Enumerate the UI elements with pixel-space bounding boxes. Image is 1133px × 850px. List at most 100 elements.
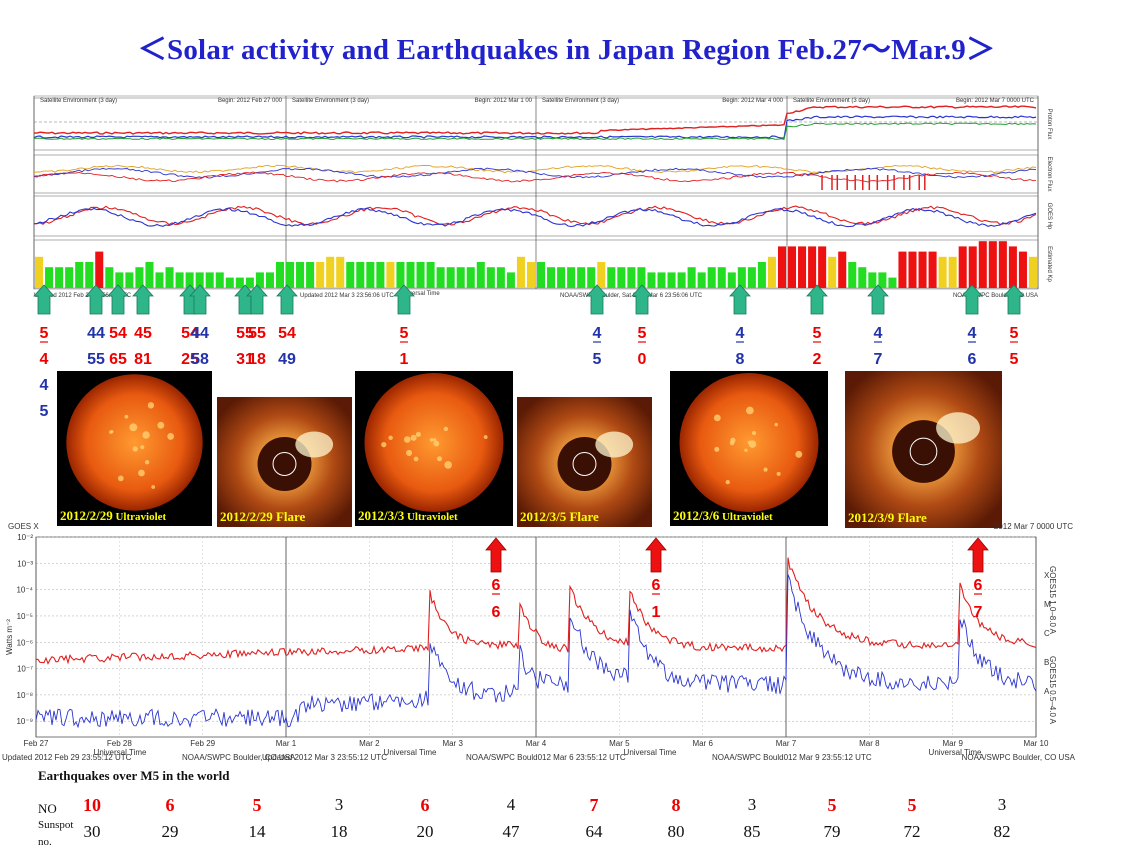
- active-region: [144, 460, 150, 465]
- magnitude-label: 5: [1010, 351, 1019, 368]
- green-up-arrow: [132, 284, 154, 315]
- sunspot-number: 72: [903, 822, 921, 841]
- active-region: [714, 446, 720, 452]
- row-label-no: NO: [38, 801, 57, 816]
- kp-bar: [1018, 251, 1027, 288]
- sun-outline: [272, 452, 297, 476]
- kp-bar: [928, 251, 937, 288]
- satellite-header-left: Satellite Environment (3 day): [40, 98, 117, 104]
- active-region: [433, 440, 440, 447]
- active-region: [713, 414, 721, 422]
- kp-bar: [336, 256, 345, 288]
- solar-image: 2012/3/5 Flare: [517, 397, 652, 527]
- active-region: [774, 422, 778, 427]
- xray-x-tick: Mar 2: [359, 739, 380, 748]
- cme-bright: [295, 431, 334, 458]
- active-region: [429, 438, 434, 442]
- earthquake-count: 3: [997, 795, 1007, 814]
- satellite-footer-left: Updated 2012 Feb 27 23:56:06 UTC: [34, 293, 132, 299]
- magnitude-label: 58: [191, 351, 209, 368]
- sunspot-number: 64: [585, 822, 603, 841]
- magnitude-label: 5: [638, 325, 647, 342]
- sunspot-number: 14: [248, 822, 266, 841]
- sunspot-label-line1: Sunspot: [38, 819, 74, 831]
- sunspot-number: 29: [161, 822, 179, 841]
- active-region: [142, 431, 150, 439]
- earthquake-marker: 44 58: [189, 284, 211, 368]
- xray-x-tick: Mar 9: [942, 739, 963, 748]
- kp-bar: [175, 272, 184, 288]
- green-up-arrow: [1003, 284, 1025, 315]
- xray-x-tick: Mar 5: [609, 739, 630, 748]
- sunspot-number: 30: [83, 822, 101, 841]
- sunspot-number: 20: [416, 822, 434, 841]
- solar-image: 2012/3/3 Ultraviolet: [355, 371, 513, 526]
- hp-red: [33, 205, 1037, 226]
- sunspot-number: 47: [502, 822, 520, 841]
- active-region: [433, 438, 437, 442]
- active-region: [763, 467, 768, 472]
- kp-bar: [597, 262, 606, 288]
- kp-bar: [366, 262, 375, 288]
- kp-bar: [255, 272, 264, 288]
- kp-bar: [35, 256, 44, 288]
- satellite-footer-right: NOAA/SWPC Boulder, CO USA: [953, 293, 1038, 299]
- kp-bar: [777, 246, 786, 288]
- image-caption: 2012/2/29 Ultraviolet: [60, 508, 167, 523]
- kp-bar: [637, 267, 646, 288]
- satellite-header-left: Satellite Environment (3 day): [542, 98, 619, 104]
- earthquake-marker: 46: [961, 284, 983, 368]
- sunspot-number: 79: [823, 822, 841, 841]
- active-region: [746, 406, 754, 415]
- earthquake-count: 5: [252, 795, 262, 815]
- xray-footer-text: NOAA/SWPC Boulder, CO USA: [962, 753, 1076, 762]
- active-region: [725, 480, 730, 485]
- green-up-arrow: [867, 284, 889, 315]
- kp-bar: [537, 262, 546, 288]
- active-region: [129, 423, 138, 432]
- kp-bar: [316, 262, 325, 288]
- xray-y-label: Watts m⁻²: [5, 619, 14, 655]
- kp-bar: [55, 267, 64, 288]
- active-region: [151, 485, 156, 489]
- kp-bar: [95, 251, 104, 288]
- green-up-arrow: [246, 284, 268, 315]
- kp-bar: [627, 267, 636, 288]
- subpanel-side-label: Proton Flux: [1046, 109, 1052, 140]
- subpanel-side-label: Electron Flux: [1046, 156, 1052, 191]
- earthquake-count: 6: [420, 795, 430, 815]
- magnitude-label: 8: [736, 351, 745, 368]
- kp-bar: [878, 272, 887, 288]
- kp-bar: [1008, 246, 1017, 288]
- magnitude-label: 31: [236, 351, 254, 368]
- green-up-arrow: [189, 284, 211, 315]
- cme-bright: [595, 431, 634, 458]
- kp-bar: [446, 267, 455, 288]
- magnitude-label: 55: [87, 351, 105, 368]
- sunspot-number: 85: [743, 822, 761, 841]
- electron-flux-blue: [33, 167, 1037, 179]
- magnitude-label: 81: [134, 351, 152, 368]
- xray-x-tick: Mar 6: [692, 739, 713, 748]
- kp-bar: [85, 262, 94, 288]
- cme-bright: [936, 412, 981, 444]
- satellite-axis-label: Universal Time: [400, 291, 440, 297]
- earthquake-marker: 52: [806, 284, 828, 368]
- satellite-footer-mid: Updated 2012 Mar 3 23:56:06 UTC: [300, 293, 394, 299]
- green-up-arrow: [393, 284, 415, 315]
- hp-blue: [33, 207, 1037, 228]
- satellite-header-left: Satellite Environment (3 day): [292, 98, 369, 104]
- kp-bar: [737, 267, 746, 288]
- active-region: [403, 436, 411, 443]
- kp-bar: [135, 267, 144, 288]
- kp-bar: [65, 267, 74, 288]
- kp-bar: [908, 251, 917, 288]
- satellite-header-right: Begin: 2012 Mar 1 00: [475, 98, 533, 104]
- earthquake-marker: 55 18: [246, 284, 268, 368]
- earthquake-count: 6: [165, 795, 175, 815]
- magnitude-label: 5: [400, 325, 409, 342]
- xray-footer-text: NOAA/SWPC Bould012 Mar 6 23:55:12 UTC: [466, 753, 626, 762]
- earthquake-count: 3: [334, 795, 344, 814]
- sun-outline: [909, 437, 938, 466]
